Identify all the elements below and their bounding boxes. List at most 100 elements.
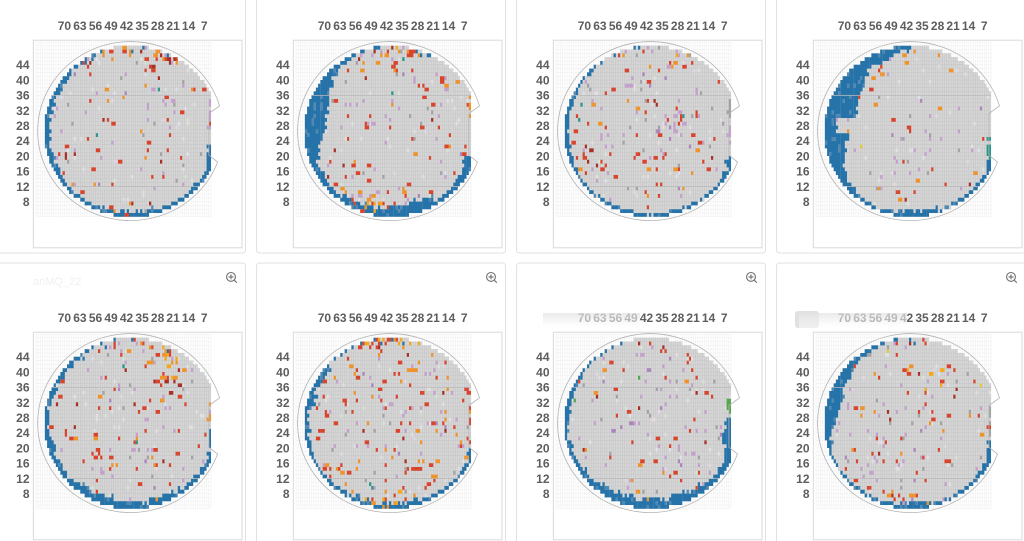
svg-text:56: 56 bbox=[609, 19, 623, 33]
svg-text:35: 35 bbox=[915, 311, 929, 325]
svg-text:7: 7 bbox=[721, 19, 728, 33]
svg-text:20: 20 bbox=[796, 149, 810, 163]
svg-text:12: 12 bbox=[796, 180, 810, 194]
svg-text:7: 7 bbox=[981, 311, 988, 325]
svg-text:21: 21 bbox=[426, 311, 440, 325]
svg-text:20: 20 bbox=[276, 441, 290, 455]
svg-text:28: 28 bbox=[411, 19, 425, 33]
svg-text:16: 16 bbox=[536, 457, 550, 471]
svg-text:21: 21 bbox=[946, 19, 960, 33]
svg-text:28: 28 bbox=[671, 311, 685, 325]
svg-text:anMQ_22: anMQ_22 bbox=[33, 276, 81, 288]
svg-text:21: 21 bbox=[426, 19, 440, 33]
svg-text:21: 21 bbox=[946, 311, 960, 325]
svg-text:14: 14 bbox=[442, 19, 456, 33]
svg-text:70: 70 bbox=[838, 19, 852, 33]
svg-text:36: 36 bbox=[796, 381, 810, 395]
svg-text:44: 44 bbox=[796, 350, 810, 364]
svg-text:28: 28 bbox=[151, 19, 165, 33]
svg-text:63: 63 bbox=[73, 311, 87, 325]
svg-text:16: 16 bbox=[16, 165, 30, 179]
svg-text:14: 14 bbox=[702, 19, 716, 33]
svg-text:56: 56 bbox=[349, 311, 363, 325]
svg-text:20: 20 bbox=[536, 441, 550, 455]
svg-text:32: 32 bbox=[16, 104, 30, 118]
svg-text:44: 44 bbox=[16, 350, 30, 364]
svg-text:63: 63 bbox=[333, 19, 347, 33]
svg-text:8: 8 bbox=[803, 195, 810, 209]
svg-text:32: 32 bbox=[796, 396, 810, 410]
svg-text:40: 40 bbox=[796, 365, 810, 379]
svg-text:42: 42 bbox=[640, 311, 654, 325]
svg-text:36: 36 bbox=[276, 381, 290, 395]
svg-text:32: 32 bbox=[536, 396, 550, 410]
svg-text:44: 44 bbox=[16, 58, 30, 72]
svg-text:28: 28 bbox=[671, 19, 685, 33]
svg-text:16: 16 bbox=[16, 457, 30, 471]
svg-text:24: 24 bbox=[276, 426, 290, 440]
svg-text:36: 36 bbox=[276, 89, 290, 103]
svg-text:12: 12 bbox=[536, 180, 550, 194]
svg-text:12: 12 bbox=[276, 472, 290, 486]
svg-text:70: 70 bbox=[58, 19, 72, 33]
svg-text:35: 35 bbox=[135, 311, 149, 325]
svg-text:35: 35 bbox=[395, 311, 409, 325]
svg-text:44: 44 bbox=[796, 58, 810, 72]
svg-text:32: 32 bbox=[16, 396, 30, 410]
svg-text:24: 24 bbox=[276, 134, 290, 148]
svg-text:14: 14 bbox=[962, 19, 976, 33]
svg-text:24: 24 bbox=[796, 134, 810, 148]
svg-text:36: 36 bbox=[16, 381, 30, 395]
svg-text:16: 16 bbox=[276, 457, 290, 471]
svg-text:24: 24 bbox=[796, 426, 810, 440]
svg-text:8: 8 bbox=[543, 487, 550, 501]
svg-text:7: 7 bbox=[201, 19, 208, 33]
svg-text:35: 35 bbox=[915, 19, 929, 33]
svg-text:36: 36 bbox=[796, 89, 810, 103]
svg-text:40: 40 bbox=[536, 365, 550, 379]
svg-text:28: 28 bbox=[536, 411, 550, 425]
svg-text:42: 42 bbox=[640, 19, 654, 33]
svg-text:70: 70 bbox=[58, 311, 72, 325]
svg-text:20: 20 bbox=[276, 149, 290, 163]
svg-text:40: 40 bbox=[16, 365, 30, 379]
svg-text:28: 28 bbox=[16, 411, 30, 425]
svg-text:49: 49 bbox=[104, 311, 118, 325]
svg-text:8: 8 bbox=[283, 195, 290, 209]
svg-text:40: 40 bbox=[16, 73, 30, 87]
svg-text:70: 70 bbox=[318, 19, 332, 33]
svg-text:7: 7 bbox=[721, 311, 728, 325]
svg-text:21: 21 bbox=[166, 311, 180, 325]
svg-text:7: 7 bbox=[461, 19, 468, 33]
svg-text:35: 35 bbox=[655, 311, 669, 325]
svg-text:40: 40 bbox=[276, 73, 290, 87]
svg-text:70: 70 bbox=[578, 19, 592, 33]
svg-text:49: 49 bbox=[884, 19, 898, 33]
svg-text:56: 56 bbox=[869, 19, 883, 33]
svg-text:28: 28 bbox=[411, 311, 425, 325]
svg-text:12: 12 bbox=[16, 472, 30, 486]
svg-text:28: 28 bbox=[796, 119, 810, 133]
svg-text:28: 28 bbox=[796, 411, 810, 425]
svg-text:12: 12 bbox=[536, 472, 550, 486]
svg-text:28: 28 bbox=[16, 119, 30, 133]
svg-text:42: 42 bbox=[120, 19, 134, 33]
svg-text:44: 44 bbox=[276, 350, 290, 364]
svg-text:8: 8 bbox=[283, 487, 290, 501]
svg-text:16: 16 bbox=[796, 457, 810, 471]
svg-text:7: 7 bbox=[981, 19, 988, 33]
svg-text:8: 8 bbox=[23, 195, 30, 209]
svg-text:20: 20 bbox=[16, 149, 30, 163]
svg-text:16: 16 bbox=[536, 165, 550, 179]
svg-text:42: 42 bbox=[380, 311, 394, 325]
svg-text:70: 70 bbox=[318, 311, 332, 325]
svg-text:7: 7 bbox=[201, 311, 208, 325]
svg-text:21: 21 bbox=[686, 311, 700, 325]
svg-text:20: 20 bbox=[796, 441, 810, 455]
svg-text:63: 63 bbox=[73, 19, 87, 33]
svg-text:8: 8 bbox=[23, 487, 30, 501]
svg-text:12: 12 bbox=[796, 472, 810, 486]
svg-text:24: 24 bbox=[16, 134, 30, 148]
svg-text:8: 8 bbox=[543, 195, 550, 209]
svg-text:35: 35 bbox=[655, 19, 669, 33]
